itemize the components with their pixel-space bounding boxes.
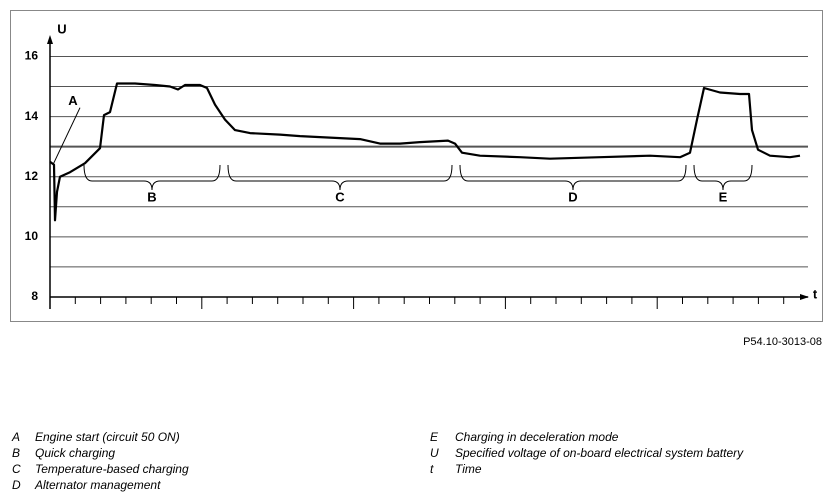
legend-text: Time (455, 462, 482, 476)
legend-text: Temperature-based charging (35, 462, 189, 476)
region-brace (83, 164, 221, 191)
legend-key: B (12, 446, 20, 460)
x-axis-arrow (800, 294, 809, 300)
region-brace (693, 164, 753, 191)
region-brace (459, 164, 687, 191)
voltage-line (49, 82, 801, 222)
region-label: E (719, 189, 728, 204)
region-brace (227, 164, 453, 191)
legend-text: Specified voltage of on-board electrical… (455, 446, 744, 460)
legend-key: U (430, 446, 439, 460)
y-tick-label: 16 (25, 49, 39, 63)
x-axis-label: t (813, 286, 818, 301)
legend-key: D (12, 478, 21, 492)
annotation-leader (52, 107, 81, 165)
region-label: B (147, 189, 156, 204)
y-tick-label: 12 (25, 169, 39, 183)
figure-code: P54.10-3013-08 (743, 336, 822, 348)
y-tick-label: 8 (31, 289, 38, 303)
legend-text: Charging in deceleration mode (455, 430, 619, 444)
y-tick-label: 10 (25, 229, 39, 243)
legend-key: t (430, 462, 434, 476)
legend-key: C (12, 462, 21, 476)
annotation-label: A (68, 93, 78, 108)
y-axis-label: U (57, 21, 66, 36)
y-axis-arrow (47, 35, 53, 44)
legend-text: Quick charging (35, 446, 115, 460)
legend-key: A (11, 430, 20, 444)
region-label: D (568, 189, 577, 204)
legend-text: Alternator management (34, 478, 161, 492)
chart-frame (10, 10, 823, 322)
region-label: C (335, 189, 345, 204)
y-tick-label: 14 (25, 109, 39, 123)
legend-key: E (430, 430, 439, 444)
legend-text: Engine start (circuit 50 ON) (35, 430, 180, 444)
